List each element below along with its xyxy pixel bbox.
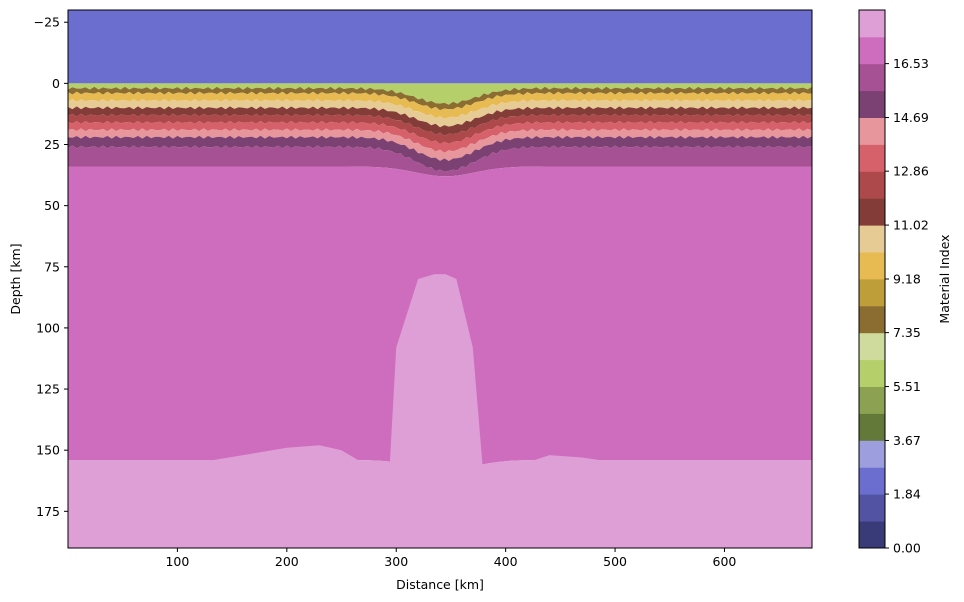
colorbar-segment-14 [859,144,885,172]
material-layer-2 [68,10,812,84]
x-tick-label: 500 [603,554,627,569]
colorbar-segment-0 [859,521,885,549]
material-layer-12 [68,106,812,136]
mantle-upwelling-region [68,274,812,548]
material-layer-11 [68,99,812,128]
colorbar-tick-label: 16.53 [893,56,929,71]
material-layer-16 [68,135,812,172]
colorbar-tick-label: 1.84 [893,487,921,502]
material-layer-10 [68,91,812,119]
y-tick-label: 125 [36,382,60,397]
colorbar-segment-11 [859,225,885,253]
y-tick-label: 75 [44,259,60,274]
x-tick-label: 100 [165,554,189,569]
colorbar-segment-2 [859,467,885,495]
colorbar-segment-16 [859,90,885,118]
material-layer-8 [68,86,812,111]
colorbar-segment-5 [859,386,885,414]
colorbar-segment-7 [859,332,885,361]
colorbar-segment-12 [859,198,885,226]
colorbar-tick-label: 3.67 [893,433,921,448]
colorbar-tick-label: 7.35 [893,325,921,340]
y-tick-label: 100 [36,320,60,335]
y-tick-label: 50 [44,198,60,213]
material-layer-13 [68,113,812,145]
colorbar-segment-9 [859,279,885,307]
x-tick-label: 600 [713,554,737,569]
colorbar-tick-label: 12.86 [893,164,929,179]
material-layer-15 [68,128,812,161]
colorbar-segment-3 [859,440,885,468]
material-layer-17 [68,145,812,177]
colorbar-segment-18 [859,36,885,65]
x-tick-label: 400 [494,554,518,569]
plot-frame [67,9,813,549]
x-tick-label: 200 [275,554,299,569]
x-axis: 100 200 300 400 500 600 [165,548,736,569]
colorbar-segment-15 [859,117,885,145]
colorbar-tick-label: 11.02 [893,218,929,233]
y-tick-label: 25 [44,137,60,152]
y-axis: −25 0 25 50 75 100 125 150 175 [34,15,68,519]
colorbar-segment-13 [859,171,885,199]
colorbar-segment-1 [859,494,885,522]
colorbar-tick-label: 5.51 [893,379,921,394]
y-axis-label: Depth [km] [8,243,23,314]
colorbar-ticks: 0.00 1.84 3.67 5.51 7.35 9.18 11.02 12.86 14.69 1… [885,56,929,556]
y-tick-label: −25 [34,15,60,30]
y-tick-label: 150 [36,443,60,458]
colorbar-segment-6 [859,359,885,387]
x-tick-label: 300 [384,554,408,569]
colorbar-segment-10 [859,252,885,280]
colorbar-tick-label: 14.69 [893,110,929,125]
material-layer-14 [68,121,812,153]
colorbar-segment-19 [859,10,885,38]
colorbar-segment-4 [859,413,885,441]
colorbar-segment-8 [859,305,885,334]
x-axis-label: Distance [km] [396,577,484,592]
colorbar-tick-label: 0.00 [893,541,921,556]
colorbar-tick-label: 9.18 [893,272,921,287]
y-tick-label: 0 [52,76,60,91]
colorbar-label: Material Index [937,234,952,323]
material-layer-6 [68,83,812,105]
colorbar-segment-17 [859,63,885,92]
y-tick-label: 175 [36,504,60,519]
plot-area [68,10,812,548]
colorbar [859,10,885,549]
